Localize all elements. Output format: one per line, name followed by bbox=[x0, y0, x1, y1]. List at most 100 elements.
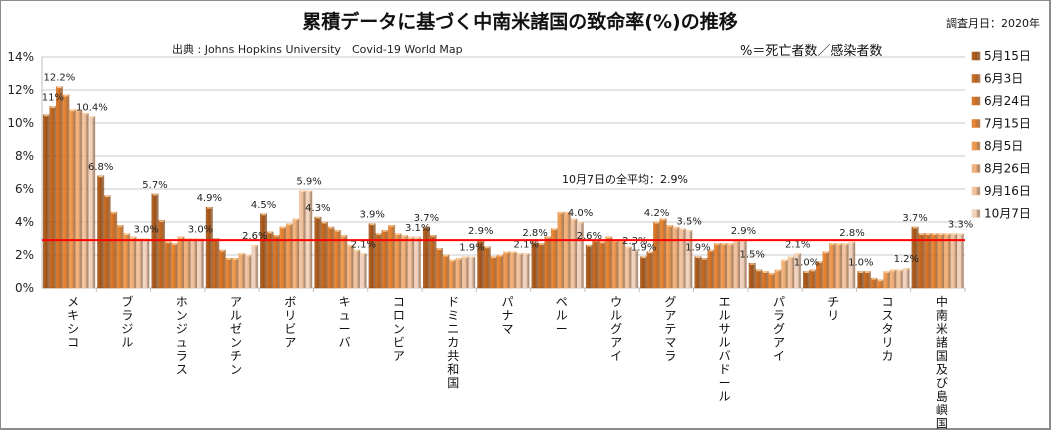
data-label: 1.2% bbox=[894, 254, 919, 265]
bar-cap bbox=[124, 233, 129, 236]
bar bbox=[81, 112, 89, 289]
legend-label: 8月26日 bbox=[984, 162, 1031, 176]
bar bbox=[286, 223, 294, 289]
bar-cap bbox=[695, 256, 701, 259]
bar bbox=[394, 233, 402, 289]
bar-cap bbox=[626, 246, 631, 249]
bar bbox=[646, 251, 654, 289]
bar-cap bbox=[98, 175, 103, 178]
bar-cap bbox=[958, 233, 963, 236]
bar bbox=[598, 241, 606, 289]
data-label: 10.4% bbox=[76, 102, 108, 113]
bar bbox=[68, 109, 76, 289]
bar bbox=[726, 243, 734, 289]
bar-cap bbox=[395, 233, 401, 236]
data-label: 2.1% bbox=[351, 239, 376, 250]
bar-cap bbox=[376, 233, 381, 236]
bar-cap bbox=[83, 113, 88, 115]
bar bbox=[490, 256, 498, 289]
data-label: 2.9% bbox=[731, 226, 756, 237]
bar bbox=[889, 269, 897, 289]
bar-cap bbox=[817, 261, 822, 264]
bar bbox=[244, 254, 252, 289]
bar bbox=[462, 256, 469, 289]
bar-cap bbox=[76, 109, 82, 112]
bar-cap bbox=[287, 223, 292, 226]
bar-cap bbox=[178, 236, 184, 239]
x-category-label: ホンジュラス bbox=[176, 295, 188, 377]
bar-cap bbox=[830, 243, 835, 245]
data-label: 2.3% bbox=[622, 236, 647, 247]
bar bbox=[522, 253, 530, 289]
data-label: 2.6% bbox=[577, 231, 602, 242]
bar bbox=[171, 243, 178, 289]
data-label: 4.9% bbox=[197, 193, 222, 204]
bar-cap bbox=[539, 243, 544, 245]
bar bbox=[937, 233, 945, 289]
data-label: 1.9% bbox=[631, 243, 656, 254]
bar bbox=[672, 226, 680, 289]
bar-cap bbox=[938, 233, 944, 236]
legend: 5月15日 6月3日 6月24日 7月15日 8月5日 8月26日 9月16日 10月7日 bbox=[971, 49, 1031, 221]
bar-cap bbox=[775, 269, 781, 272]
bar bbox=[503, 251, 511, 289]
bar bbox=[918, 233, 926, 289]
bar bbox=[346, 244, 354, 289]
bar-cap bbox=[239, 253, 245, 255]
bar bbox=[483, 246, 491, 289]
bar bbox=[353, 249, 361, 289]
data-label: 4.0% bbox=[568, 208, 593, 219]
bar bbox=[585, 244, 593, 289]
bar-cap bbox=[673, 226, 679, 229]
bar-cap bbox=[348, 245, 353, 247]
data-label: 3.9% bbox=[359, 210, 384, 221]
data-label: 3.7% bbox=[414, 213, 439, 224]
bar-cap bbox=[524, 253, 529, 255]
bar-cap bbox=[408, 236, 414, 239]
bar-cap bbox=[925, 233, 931, 236]
data-labels: 11% 12.2% 10.4% 6.8% 3.0% 5.7% 3.0% 4.9% 2.6% 4.5… bbox=[42, 73, 974, 269]
bar bbox=[781, 259, 789, 289]
bar-cap bbox=[152, 193, 158, 196]
bar-cap bbox=[769, 273, 774, 275]
data-label: 3.5% bbox=[676, 216, 701, 227]
bar-cap bbox=[897, 269, 903, 272]
legend-swatch bbox=[971, 186, 981, 196]
bar bbox=[803, 271, 810, 289]
bar bbox=[142, 238, 150, 289]
bar bbox=[883, 271, 891, 289]
bar-cap bbox=[654, 222, 659, 224]
bar bbox=[123, 233, 131, 289]
bar bbox=[103, 195, 111, 289]
bar-cap bbox=[667, 225, 672, 227]
bar bbox=[231, 258, 239, 289]
data-label: 4.2% bbox=[644, 208, 669, 219]
legend-swatch bbox=[971, 74, 981, 83]
data-label: 3.0% bbox=[133, 225, 158, 236]
bar bbox=[557, 211, 565, 289]
bar bbox=[679, 228, 687, 289]
data-label: 1.0% bbox=[794, 258, 819, 269]
bar-cap bbox=[511, 251, 516, 254]
bar bbox=[327, 226, 335, 289]
bar bbox=[835, 243, 843, 289]
x-category-label: 中南米諸国及び島嶼国 bbox=[936, 294, 948, 431]
bar bbox=[218, 249, 226, 289]
data-label: 4.3% bbox=[305, 203, 330, 214]
legend-label: 5月15日 bbox=[984, 49, 1031, 63]
bar bbox=[292, 218, 300, 289]
bar-cap bbox=[517, 253, 522, 255]
bar bbox=[359, 253, 367, 289]
bar-cap bbox=[430, 235, 436, 237]
bar-cap bbox=[858, 271, 864, 273]
gridlines bbox=[42, 56, 965, 256]
bar bbox=[429, 234, 437, 289]
bar bbox=[551, 228, 558, 289]
source-text: 出典 : Johns Hopkins University Covid-19 W… bbox=[172, 42, 463, 56]
bar bbox=[950, 233, 958, 289]
legend-label: 9月16日 bbox=[984, 184, 1031, 198]
bar bbox=[75, 109, 83, 289]
legend-label: 7月15日 bbox=[984, 117, 1031, 131]
bar-cap bbox=[159, 220, 164, 222]
